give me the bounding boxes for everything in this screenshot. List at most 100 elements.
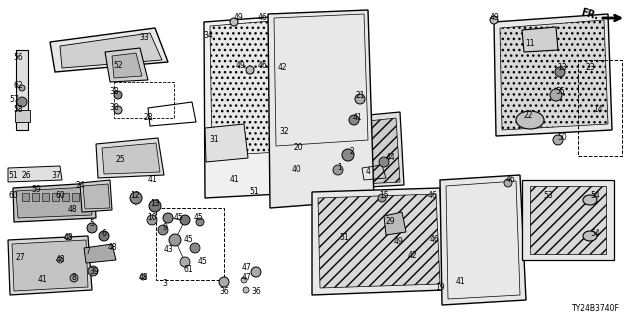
Polygon shape — [500, 20, 608, 130]
Text: 55: 55 — [555, 87, 565, 97]
Circle shape — [87, 223, 97, 233]
Text: 11: 11 — [525, 39, 535, 49]
Polygon shape — [102, 143, 160, 174]
Bar — [52, 193, 59, 201]
Bar — [62, 193, 69, 201]
Polygon shape — [105, 48, 148, 82]
Polygon shape — [50, 28, 168, 72]
Text: 46: 46 — [257, 12, 267, 21]
Circle shape — [378, 194, 386, 202]
Polygon shape — [316, 112, 404, 190]
Circle shape — [243, 287, 249, 293]
Circle shape — [19, 85, 25, 91]
Text: 13: 13 — [557, 63, 567, 73]
Text: 41: 41 — [352, 114, 362, 123]
Text: 45: 45 — [173, 213, 183, 222]
Circle shape — [251, 267, 261, 277]
Circle shape — [555, 67, 565, 77]
Circle shape — [65, 234, 71, 240]
Circle shape — [158, 225, 168, 235]
Text: 14: 14 — [593, 106, 603, 115]
Text: 27: 27 — [15, 253, 25, 262]
Text: 46: 46 — [429, 236, 439, 244]
Circle shape — [99, 231, 109, 241]
Text: 24: 24 — [75, 180, 85, 189]
Polygon shape — [494, 14, 612, 136]
Circle shape — [355, 94, 365, 104]
Text: 41: 41 — [455, 277, 465, 286]
Polygon shape — [318, 194, 440, 288]
Text: 2: 2 — [349, 148, 355, 156]
Text: 49: 49 — [235, 60, 245, 69]
Polygon shape — [84, 244, 116, 263]
Bar — [32, 193, 39, 201]
Text: 22: 22 — [524, 111, 532, 121]
Circle shape — [114, 91, 122, 99]
Text: 12: 12 — [131, 190, 140, 199]
Text: 47: 47 — [241, 274, 251, 283]
Text: 45: 45 — [197, 258, 207, 267]
Polygon shape — [384, 212, 406, 235]
Text: 62: 62 — [13, 81, 23, 90]
Text: 52: 52 — [113, 60, 123, 69]
Circle shape — [163, 213, 173, 223]
Text: 53: 53 — [543, 191, 553, 201]
Text: 60: 60 — [55, 191, 65, 201]
Text: 15: 15 — [379, 191, 389, 201]
Text: 48: 48 — [63, 233, 73, 242]
Text: 51: 51 — [8, 172, 18, 180]
Text: 49: 49 — [233, 12, 243, 21]
Polygon shape — [83, 184, 110, 209]
Polygon shape — [210, 18, 312, 156]
Circle shape — [379, 157, 389, 167]
Text: 33: 33 — [139, 34, 149, 43]
Bar — [82, 193, 89, 201]
Text: 54: 54 — [590, 191, 600, 201]
Polygon shape — [8, 166, 62, 182]
Text: 37: 37 — [51, 172, 61, 180]
Polygon shape — [13, 183, 96, 222]
Text: 45: 45 — [193, 213, 203, 222]
Polygon shape — [12, 240, 88, 291]
Bar — [530, 186, 606, 254]
Ellipse shape — [583, 195, 597, 205]
Circle shape — [180, 215, 190, 225]
Circle shape — [349, 115, 359, 125]
Text: 7: 7 — [86, 247, 90, 257]
Text: 38: 38 — [109, 87, 119, 97]
Text: 48: 48 — [67, 205, 77, 214]
Text: 54: 54 — [590, 229, 600, 238]
Polygon shape — [440, 175, 526, 305]
Bar — [156, 208, 224, 280]
Circle shape — [114, 106, 122, 114]
Text: 40: 40 — [292, 165, 302, 174]
Text: FR.: FR. — [580, 7, 600, 21]
Text: 41: 41 — [229, 175, 239, 185]
Circle shape — [169, 234, 181, 246]
Bar — [22, 193, 29, 201]
Polygon shape — [322, 118, 400, 186]
Text: 29: 29 — [385, 218, 395, 227]
Circle shape — [17, 97, 27, 107]
Text: 6: 6 — [102, 229, 106, 238]
Polygon shape — [16, 50, 28, 130]
Text: 39: 39 — [89, 268, 99, 276]
Text: 48: 48 — [107, 244, 117, 252]
Text: 19: 19 — [435, 284, 445, 292]
Polygon shape — [205, 124, 248, 162]
Text: 32: 32 — [279, 127, 289, 137]
Circle shape — [550, 89, 562, 101]
Ellipse shape — [583, 231, 597, 241]
Circle shape — [553, 135, 563, 145]
Text: 41: 41 — [147, 175, 157, 185]
Text: 44: 44 — [385, 154, 395, 163]
Text: 58: 58 — [13, 106, 23, 115]
Text: 9: 9 — [163, 223, 168, 233]
Polygon shape — [312, 188, 444, 295]
Text: 20: 20 — [293, 143, 303, 153]
Circle shape — [342, 149, 354, 161]
Circle shape — [147, 215, 157, 225]
Polygon shape — [204, 14, 318, 198]
Text: 4: 4 — [365, 167, 371, 177]
Text: 21: 21 — [355, 92, 365, 100]
